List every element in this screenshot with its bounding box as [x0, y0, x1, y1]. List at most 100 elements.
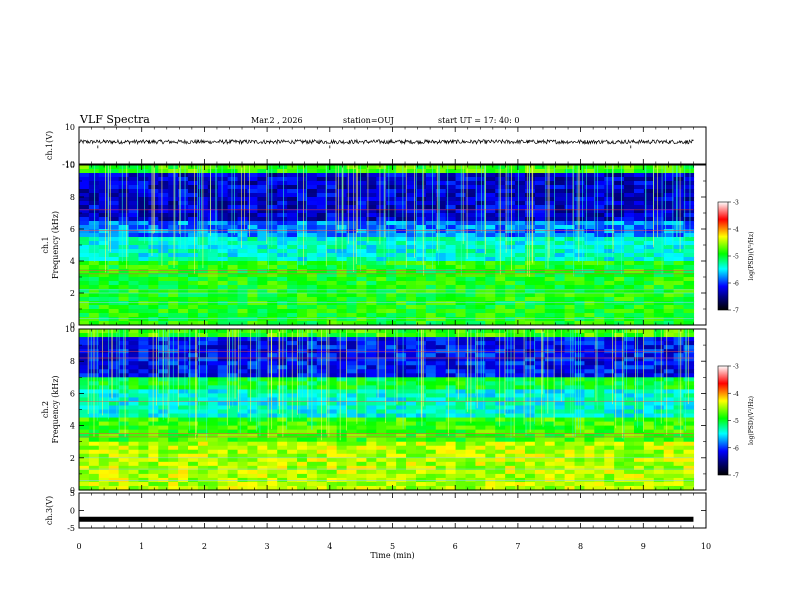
- heatmap-cell: [356, 381, 368, 386]
- heatmap-cell: [128, 205, 140, 210]
- heatmap-cell: [356, 377, 368, 382]
- heatmap-cell: [356, 257, 368, 262]
- heatmap-cell: [475, 221, 486, 226]
- heatmap-cell: [475, 233, 486, 238]
- heatmap-cell: [138, 213, 149, 218]
- heatmap-cell: [584, 305, 595, 310]
- heatmap-cell: [376, 205, 387, 210]
- heatmap-cell: [544, 169, 556, 174]
- heatmap-cell: [257, 205, 268, 210]
- heatmap-cell: [257, 193, 268, 198]
- heatmap-cell: [178, 337, 189, 342]
- heatmap-cell: [663, 177, 675, 182]
- heatmap-cell: [237, 285, 249, 290]
- heatmap-cell: [584, 361, 595, 366]
- heatmap-cell: [148, 181, 159, 186]
- heatmap-cell: [406, 237, 417, 242]
- heatmap-cell: [376, 389, 387, 394]
- heatmap-cell: [485, 301, 496, 306]
- heatmap-cell: [326, 217, 338, 222]
- heatmap-cell: [633, 237, 645, 242]
- heatmap-cell: [138, 217, 149, 222]
- heatmap-cell: [277, 409, 288, 415]
- heatmap-cell: [386, 401, 397, 407]
- heatmap-cell: [396, 425, 407, 431]
- heatmap-cell: [108, 377, 120, 382]
- heatmap-cell: [287, 437, 298, 443]
- heatmap-cell: [465, 433, 477, 439]
- heatmap-cell: [475, 289, 486, 294]
- heatmap-cell: [406, 305, 417, 310]
- heatmap-cell: [108, 185, 120, 190]
- heatmap-cell: [79, 313, 90, 318]
- heatmap-cell: [435, 457, 447, 463]
- heatmap-cell: [336, 437, 348, 443]
- heatmap-cell: [415, 241, 427, 246]
- heatmap-cell: [98, 237, 110, 242]
- heatmap-cell: [316, 209, 328, 214]
- heatmap-cell: [683, 233, 695, 238]
- heatmap-cell: [564, 177, 576, 182]
- heatmap-cell: [465, 445, 477, 451]
- heatmap-cell: [118, 257, 130, 262]
- heatmap-cell: [425, 253, 437, 258]
- heatmap-cell: [445, 417, 457, 423]
- heatmap-cell: [574, 249, 586, 254]
- heatmap-cell: [673, 217, 685, 222]
- heatmap-cell: [594, 369, 605, 374]
- heatmap-cell: [544, 405, 556, 411]
- heatmap-cell: [415, 421, 427, 427]
- heatmap-cell: [455, 201, 467, 206]
- heatmap-cell: [227, 201, 239, 206]
- heatmap-cell: [614, 189, 625, 194]
- heatmap-cell: [257, 273, 268, 278]
- heatmap-cell: [138, 449, 149, 455]
- heatmap-cell: [485, 297, 496, 302]
- heatmap-cell: [515, 409, 526, 415]
- heatmap-cell: [534, 461, 546, 467]
- heatmap-cell: [683, 189, 695, 194]
- heatmap-cell: [207, 449, 219, 455]
- heatmap-cell: [396, 209, 407, 214]
- heatmap-cell: [534, 457, 546, 463]
- heatmap-cell: [406, 405, 417, 411]
- heatmap-cell: [128, 285, 140, 290]
- heatmap-cell: [415, 209, 427, 214]
- heatmap-cell: [415, 217, 427, 222]
- heatmap-cell: [386, 249, 397, 254]
- heatmap-cell: [267, 197, 278, 202]
- heatmap-cell: [237, 217, 249, 222]
- heatmap-cell: [495, 397, 506, 403]
- heatmap-cell: [604, 301, 615, 306]
- heatmap-cell: [197, 453, 209, 459]
- heatmap-cell: [445, 485, 457, 491]
- heatmap-cell: [386, 241, 397, 246]
- heatmap-cell: [594, 421, 605, 427]
- heatmap-cell: [445, 281, 457, 286]
- heatmap-cell: [574, 197, 586, 202]
- heatmap-cell: [207, 393, 219, 399]
- heatmap-cell: [554, 209, 566, 214]
- heatmap-cell: [564, 237, 576, 242]
- heatmap-cell: [297, 277, 308, 282]
- heatmap-cell: [128, 449, 140, 455]
- heatmap-cell: [188, 189, 199, 194]
- heatmap-cell: [227, 421, 239, 427]
- heatmap-cell: [544, 177, 556, 182]
- heatmap-cell: [524, 301, 536, 306]
- heatmap-cell: [485, 481, 496, 487]
- heatmap-cell: [564, 457, 576, 463]
- heatmap-cell: [455, 461, 467, 467]
- heatmap-cell: [614, 177, 625, 182]
- heatmap-cell: [485, 321, 496, 326]
- heatmap-cell: [643, 233, 655, 238]
- heatmap-cell: [534, 465, 546, 471]
- heatmap-cell: [148, 213, 159, 218]
- heatmap-cell: [376, 229, 387, 234]
- heatmap-cell: [495, 465, 506, 471]
- heatmap-cell: [79, 457, 90, 463]
- heatmap-cell: [643, 281, 655, 286]
- heatmap-cell: [386, 197, 397, 202]
- heatmap-cell: [475, 257, 486, 262]
- heatmap-cell: [683, 305, 695, 310]
